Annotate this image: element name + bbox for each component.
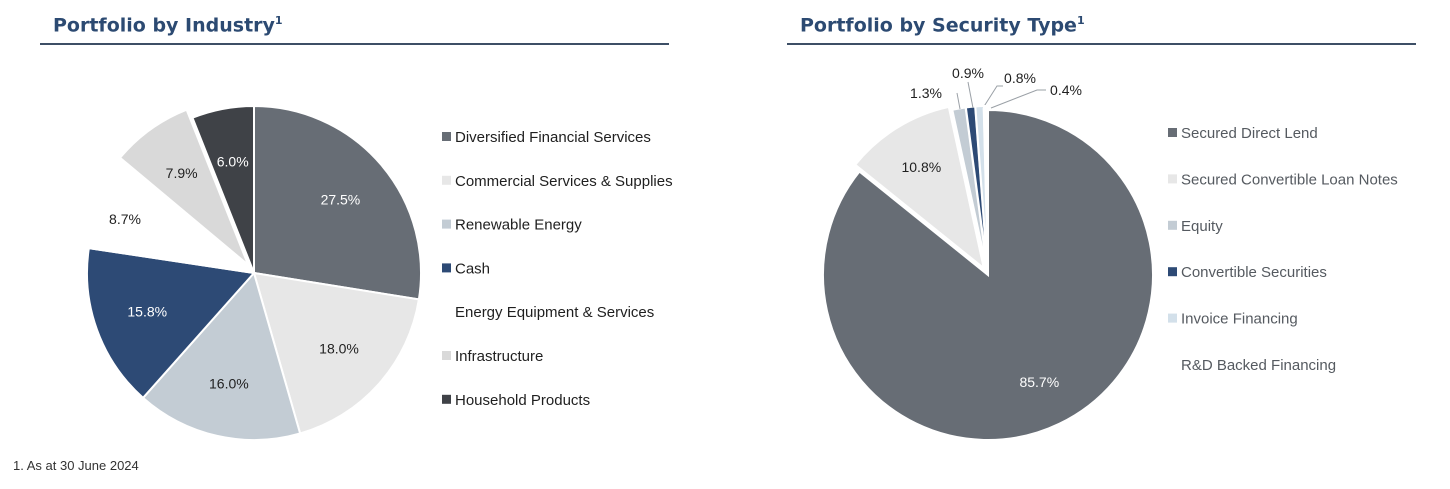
- industry-legend-swatch-renewable-energy: [442, 219, 451, 229]
- industry-legend-label-cash: Cash: [455, 260, 490, 277]
- industry-data-label-infrastructure: 7.9%: [166, 165, 198, 181]
- industry-slice-commercial-services-and-supplies: [252, 271, 421, 435]
- security-legend-label-invoice-financing: Invoice Financing: [1181, 311, 1298, 328]
- industry-legend-label-diversified-financial-services: Diversified Financial Services: [455, 129, 651, 146]
- security-slice-secured-convertible-loan-notes: [853, 105, 986, 271]
- industry-slice-household-products: [191, 104, 255, 274]
- security-legend-label-randd-backed-financing: R&D Backed Financing: [1181, 357, 1336, 374]
- industry-data-label-commercial-services-and-supplies: 18.0%: [319, 340, 359, 356]
- security-data-label-equity: 1.3%: [910, 85, 942, 101]
- security-leader-convertible-securities: [967, 81, 974, 109]
- security-title-rule: [787, 43, 1416, 45]
- security-legend-swatch-secured-convertible-loan-notes: [1168, 174, 1177, 184]
- security-legend-label-equity: Equity: [1181, 218, 1223, 235]
- industry-legend-swatch-diversified-financial-services: [442, 132, 451, 141]
- industry-legend-label-infrastructure: Infrastructure: [455, 348, 543, 365]
- industry-slice-energy-equipment-and-services: [87, 164, 258, 275]
- security-chart-title-footnote-mark: 1: [1076, 14, 1085, 27]
- security-legend-swatch-secured-direct-lend: [1168, 128, 1177, 137]
- security-chart-title-text: Portfolio by Security Type: [800, 14, 1077, 37]
- industry-legend-swatch-cash: [442, 263, 451, 273]
- security-data-label-convertible-securities: 0.9%: [952, 65, 984, 81]
- industry-legend-swatch-infrastructure: [442, 351, 451, 360]
- industry-slice-renewable-energy: [141, 270, 302, 441]
- industry-title-rule: [40, 43, 669, 45]
- security-data-label-randd-backed-financing: 0.4%: [1050, 82, 1082, 98]
- industry-slice-infrastructure: [118, 108, 250, 266]
- industry-data-label-energy-equipment-and-services: 8.7%: [109, 211, 141, 227]
- industry-legend-label-commercial-services-and-supplies: Commercial Services & Supplies: [455, 173, 673, 190]
- security-data-label-invoice-financing: 0.8%: [1004, 70, 1036, 86]
- security-leader-randd-backed-financing: [990, 89, 1046, 109]
- industry-slice-cash: [86, 247, 256, 400]
- industry-chart-title-footnote-mark: 1: [274, 14, 283, 27]
- security-legend-label-convertible-securities: Convertible Securities: [1181, 264, 1327, 281]
- industry-data-label-diversified-financial-services: 27.5%: [321, 191, 361, 207]
- industry-legend-label-energy-equipment-and-services: Energy Equipment & Services: [455, 304, 654, 321]
- security-legend-label-secured-direct-lend: Secured Direct Lend: [1181, 125, 1318, 142]
- industry-slice-diversified-financial-services: [253, 104, 422, 301]
- security-chart-title: Portfolio by Security Type1: [800, 14, 1085, 36]
- industry-legend-label-household-products: Household Products: [455, 392, 590, 409]
- security-slice-randd-backed-financing: [982, 104, 989, 272]
- security-slice-secured-direct-lend: [822, 108, 1154, 441]
- industry-data-label-household-products: 6.0%: [217, 153, 249, 169]
- security-legend-label-secured-convertible-loan-notes: Secured Convertible Loan Notes: [1181, 171, 1398, 188]
- security-legend-swatch-convertible-securities: [1168, 267, 1177, 277]
- security-leader-equity: [956, 92, 961, 110]
- security-legend-swatch-equity: [1168, 220, 1177, 230]
- industry-legend-swatch-household-products: [442, 394, 451, 404]
- industry-data-label-renewable-energy: 16.0%: [209, 376, 249, 392]
- industry-legend-swatch-commercial-services-and-supplies: [442, 175, 451, 185]
- industry-chart-title: Portfolio by Industry1: [53, 14, 283, 36]
- security-leader-invoice-financing: [982, 85, 1003, 109]
- security-legend-swatch-invoice-financing: [1168, 313, 1177, 323]
- industry-chart-title-text: Portfolio by Industry: [53, 14, 275, 37]
- industry-legend-label-renewable-energy: Renewable Energy: [455, 217, 582, 234]
- security-data-label-secured-convertible-loan-notes: 10.8%: [901, 159, 941, 175]
- security-data-label-secured-direct-lend: 85.7%: [1019, 374, 1059, 390]
- footnote: 1. As at 30 June 2024: [13, 458, 139, 473]
- industry-data-label-cash: 15.8%: [127, 304, 167, 320]
